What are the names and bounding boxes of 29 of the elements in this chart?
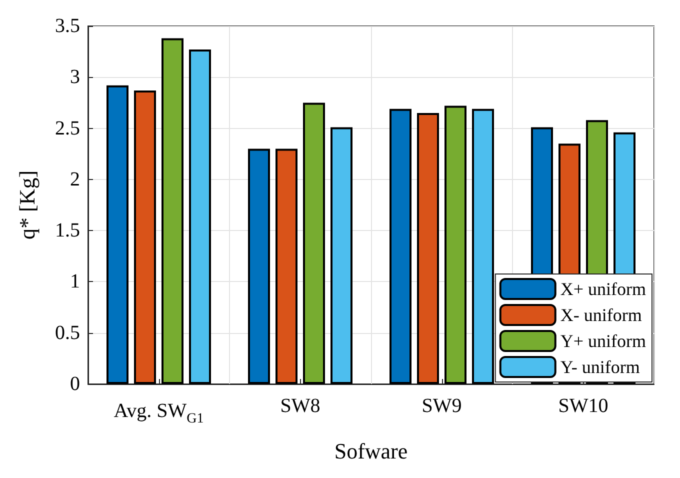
y-tick-label: 2.5	[55, 117, 80, 140]
legend-label: X- uniform	[560, 305, 642, 325]
bar	[417, 112, 439, 384]
x-tick-label: SW8	[280, 395, 320, 417]
x-tick-label: SW9	[422, 395, 462, 417]
x-tick-label: SW10	[558, 395, 608, 417]
y-tick-label: 1	[70, 270, 80, 293]
bar	[134, 90, 156, 384]
x-axis-title: Sofware	[334, 438, 408, 464]
y-tick-label: 0	[70, 373, 80, 395]
bar	[248, 148, 270, 384]
legend-label: X+ uniform	[560, 279, 646, 299]
bar	[472, 108, 494, 384]
bar	[444, 106, 466, 384]
y-tick-label: 0.5	[55, 322, 80, 344]
legend-label: Y+ uniform	[560, 331, 646, 351]
bar	[330, 127, 352, 384]
bar	[276, 148, 298, 384]
y-axis-title: q* [Kg]	[14, 170, 40, 240]
bar	[390, 108, 412, 384]
bar	[189, 50, 211, 384]
bar	[106, 85, 128, 384]
y-tick-label: 2	[70, 168, 80, 190]
bar	[303, 102, 325, 384]
legend-label: Y- uniform	[560, 357, 640, 377]
bar	[162, 38, 184, 384]
y-tick-label: 1.5	[55, 220, 80, 242]
y-tick-label: 3	[70, 66, 80, 88]
y-tick-label: 3.5	[55, 15, 80, 37]
